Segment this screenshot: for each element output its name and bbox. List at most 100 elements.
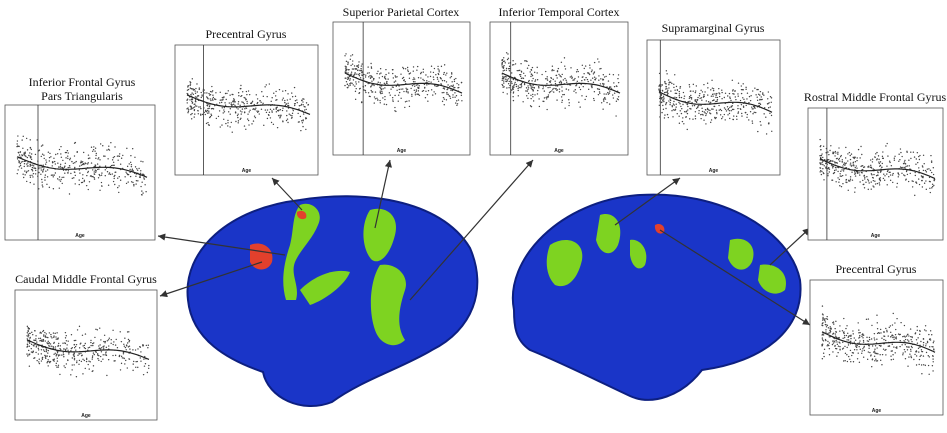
scatter-dot-texture [81, 361, 82, 362]
scatter-dot-texture [231, 122, 232, 123]
scatter-dot-texture [508, 58, 509, 59]
scatter-dot-texture [403, 77, 404, 78]
scatter-dot-texture [847, 160, 848, 161]
scatter-dot-texture [846, 339, 847, 340]
scatter-dot-texture [105, 175, 106, 176]
scatter-dot-texture [128, 331, 129, 332]
scatter-dot-texture [347, 77, 348, 78]
scatter-dot-texture [421, 72, 422, 73]
plot-frame [175, 45, 318, 175]
scatter-dot-texture [885, 354, 886, 355]
scatter-dot-texture [51, 337, 52, 338]
scatter-dot-texture [95, 164, 96, 165]
scatter-dot-texture [355, 99, 356, 100]
scatter-dot-texture [613, 97, 614, 98]
scatter-dot-texture [133, 361, 134, 362]
scatter-dot-texture [28, 170, 29, 171]
scatter-dot-texture [733, 115, 734, 116]
scatter-dot-texture [570, 67, 571, 68]
scatter-dot-texture [273, 124, 274, 125]
scatter-dot-texture [291, 117, 292, 118]
scatter-dot-texture [530, 76, 531, 77]
scatter-dot-texture [513, 100, 514, 101]
scatter-dot-texture [915, 175, 916, 176]
scatter-dot-texture [835, 151, 836, 152]
scatter-dot-texture [95, 155, 96, 156]
scatter-dot-texture [29, 333, 30, 334]
scatter-dot-texture [58, 343, 59, 344]
scatter-dot-texture [729, 93, 730, 94]
scatter-dot-texture [30, 147, 31, 148]
scatter-dot-texture [534, 94, 535, 95]
scatter-dot-texture [49, 356, 50, 357]
scatter-dot-texture [765, 117, 766, 118]
scatter-dot-texture [883, 335, 884, 336]
scatter-dot-texture [453, 85, 454, 86]
scatter-dot-texture [121, 158, 122, 159]
scatter-dot-texture [117, 177, 118, 178]
scatter-dot-texture [752, 108, 753, 109]
scatter-dot-texture [678, 115, 679, 116]
scatter-dot-texture [930, 155, 931, 156]
scatter-dot-texture [225, 105, 226, 106]
scatter-dot-texture [703, 84, 704, 85]
scatter-dot-texture [713, 93, 714, 94]
scatter-dot-texture [32, 334, 33, 335]
scatter-dot-texture [612, 94, 613, 95]
x-axis-label: Age [81, 413, 91, 419]
scatter-dot-texture [282, 99, 283, 100]
scatter-dot-texture [451, 72, 452, 73]
scatter-dot-texture [897, 172, 898, 173]
scatter-dot-texture [898, 176, 899, 177]
scatter-dot-texture [865, 182, 866, 183]
scatter-dot-texture [902, 167, 903, 168]
scatter-dot-texture [604, 76, 605, 77]
scatter-dot-texture [528, 65, 529, 66]
scatter-dot-texture [33, 183, 34, 184]
scatter-dot-texture [67, 359, 68, 360]
scatter-dot-texture [100, 356, 101, 357]
scatter-dot-texture [882, 354, 883, 355]
scatter-dot-texture [697, 107, 698, 108]
scatter-dot-texture [707, 108, 708, 109]
scatter-dot-texture [135, 183, 136, 184]
scatter-dot-texture [115, 355, 116, 356]
scatter-dot-texture [49, 342, 50, 343]
scatter-dot-texture [665, 83, 666, 84]
scatter-dot-texture [98, 355, 99, 356]
scatter-dot-texture [755, 112, 756, 113]
scatter-dot-texture [715, 117, 716, 118]
scatter-dot-texture [725, 109, 726, 110]
scatter-dot-texture [47, 169, 48, 170]
scatter-dot-texture [57, 178, 58, 179]
scatter-dot-texture [428, 81, 429, 82]
scatter-dot-texture [658, 88, 659, 89]
scatter-dot-texture [59, 374, 60, 375]
scatter-dot-texture [31, 169, 32, 170]
scatter-dot-texture [851, 165, 852, 166]
scatter-dot-texture [858, 329, 859, 330]
scatter-dot-texture [27, 355, 28, 356]
scatter-dot-texture [511, 72, 512, 73]
scatter-dot-texture [186, 93, 187, 94]
scatter-dot-texture [822, 323, 823, 324]
scatter-dot-texture [907, 165, 908, 166]
scatter-dot-texture [559, 88, 560, 89]
scatter-dot-texture [353, 84, 354, 85]
scatter-dot-texture [400, 88, 401, 89]
scatter-dot-texture [846, 347, 847, 348]
scatter-dot-texture [600, 83, 601, 84]
scatter-dot-texture [388, 72, 389, 73]
scatter-dot-texture [127, 166, 128, 167]
scatter-dot-texture [347, 87, 348, 88]
scatter-dot-texture [846, 354, 847, 355]
scatter-dot-texture [47, 352, 48, 353]
scatter-dot-texture [863, 341, 864, 342]
scatter-dot-texture [523, 78, 524, 79]
scatter-dot-texture [916, 158, 917, 159]
scatter-dot-texture [674, 74, 675, 75]
scatter-dot-texture [119, 355, 120, 356]
scatter-dot-texture [36, 360, 37, 361]
scatter-dot-texture [679, 91, 680, 92]
scatter-dot-texture [350, 55, 351, 56]
